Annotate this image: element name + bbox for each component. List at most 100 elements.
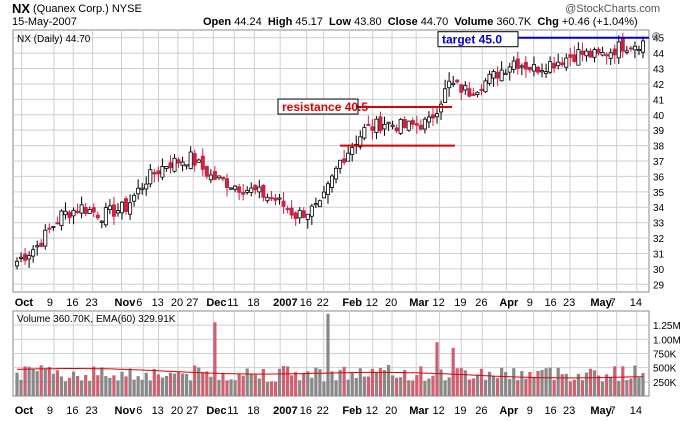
candle-body [192, 153, 197, 166]
volume-value: 360.7K [496, 16, 532, 28]
candle-body [273, 197, 278, 201]
volume-bar [504, 371, 508, 396]
x-tick-label: 12 [433, 297, 445, 309]
candle-body [257, 186, 262, 193]
candle-body [624, 50, 629, 53]
candle-body [620, 38, 625, 52]
volume-bar [176, 372, 181, 396]
candle-body [418, 124, 423, 130]
volume-bar [253, 374, 257, 396]
volume-bar [415, 374, 419, 396]
x-tick-label: 9 [527, 405, 533, 417]
candle-body [604, 54, 609, 57]
candle-body [568, 54, 573, 58]
x-tick-label: 16 [66, 405, 78, 417]
candle-body [499, 69, 504, 82]
x-tick-label: Oct [15, 405, 34, 417]
volume-bar [374, 372, 379, 396]
volume-spike-bar [435, 342, 439, 396]
volume-bar [221, 373, 225, 396]
candle-body [374, 118, 379, 133]
price-tick-label: 41 [653, 95, 665, 106]
candle-body [386, 121, 391, 125]
volume-bar [419, 366, 423, 396]
candle-body [43, 229, 48, 247]
candle-body [321, 191, 326, 199]
change-value: +0.46 (+1.04%) [561, 16, 638, 28]
volume-bar [605, 374, 609, 396]
x-tick-label: Nov [115, 297, 137, 309]
volume-bar [104, 375, 108, 396]
candle-body [212, 171, 217, 180]
volume-bar [411, 380, 415, 396]
candle-body [152, 172, 157, 175]
x-tick-label: 16 [544, 405, 556, 417]
candle-body [358, 136, 363, 148]
price-tick-label: 30 [653, 265, 665, 276]
x-tick-label: Mar [409, 297, 429, 309]
candle-body [487, 73, 492, 84]
x-tick-label: 13 [152, 405, 164, 417]
candle-body [67, 211, 72, 219]
candle-body [523, 61, 528, 70]
volume-bar [120, 371, 124, 396]
volume-bar [588, 368, 593, 396]
volume-bar [407, 380, 411, 396]
candle-body [544, 71, 549, 74]
volume-tick-label: 1.25M [653, 321, 681, 332]
volume-bar [310, 377, 314, 396]
quote-date: 15-May-2007 [12, 16, 77, 28]
volume-bar [67, 377, 72, 396]
price-tick-label: 33 [653, 219, 665, 230]
candle-body [588, 50, 593, 58]
x-tick-label: 20 [171, 405, 183, 417]
volume-bar [225, 380, 229, 396]
volume-bar [548, 367, 552, 396]
volume-bar [391, 375, 395, 396]
volume-bar [249, 374, 253, 396]
candle-body [459, 84, 464, 93]
candle-body [378, 116, 383, 132]
volume-bar [245, 368, 249, 396]
volume-bar [71, 371, 76, 396]
volume-bar [479, 368, 484, 396]
volume-bar [455, 368, 459, 396]
candle-body [398, 118, 403, 134]
volume-bar [277, 368, 282, 396]
candle-body [39, 242, 44, 247]
volume-bar [59, 376, 64, 396]
resistance-label: resistance 40.5 [282, 100, 368, 114]
x-tick-label: Oct [15, 297, 34, 309]
volume-bar [15, 372, 19, 396]
collapse-icon[interactable]: ⊕ [651, 29, 661, 43]
volume-spike-bar [213, 322, 217, 396]
candle-body [370, 126, 375, 131]
candle-body [140, 187, 145, 190]
volume-bar [322, 381, 326, 396]
volume-bar [43, 369, 47, 396]
brand-watermark[interactable]: @StockCharts.com [565, 3, 660, 15]
volume-bar [560, 374, 564, 396]
price-tick-label: 43 [653, 65, 665, 76]
candle-body [430, 114, 435, 119]
x-tick-label: 2007 [273, 297, 297, 309]
candle-body [136, 187, 141, 195]
resistance-label-box [277, 98, 359, 115]
volume-bar [306, 371, 310, 396]
volume-bar [491, 375, 496, 396]
volume-bar [193, 365, 197, 396]
x-tick-label: 12 [366, 405, 378, 417]
candle-body [435, 113, 440, 118]
volume-bar [637, 377, 641, 396]
volume-bar [366, 376, 370, 396]
candle-body [382, 124, 387, 130]
volume-bar [128, 368, 132, 396]
volume-bar [233, 380, 237, 396]
volume-bar [132, 379, 136, 396]
volume-spike-bar [451, 347, 455, 396]
volume-bar [500, 367, 504, 396]
x-tick-label: 6 [136, 297, 142, 309]
x-tick-label: 20 [385, 297, 397, 309]
candle-body [172, 157, 177, 172]
